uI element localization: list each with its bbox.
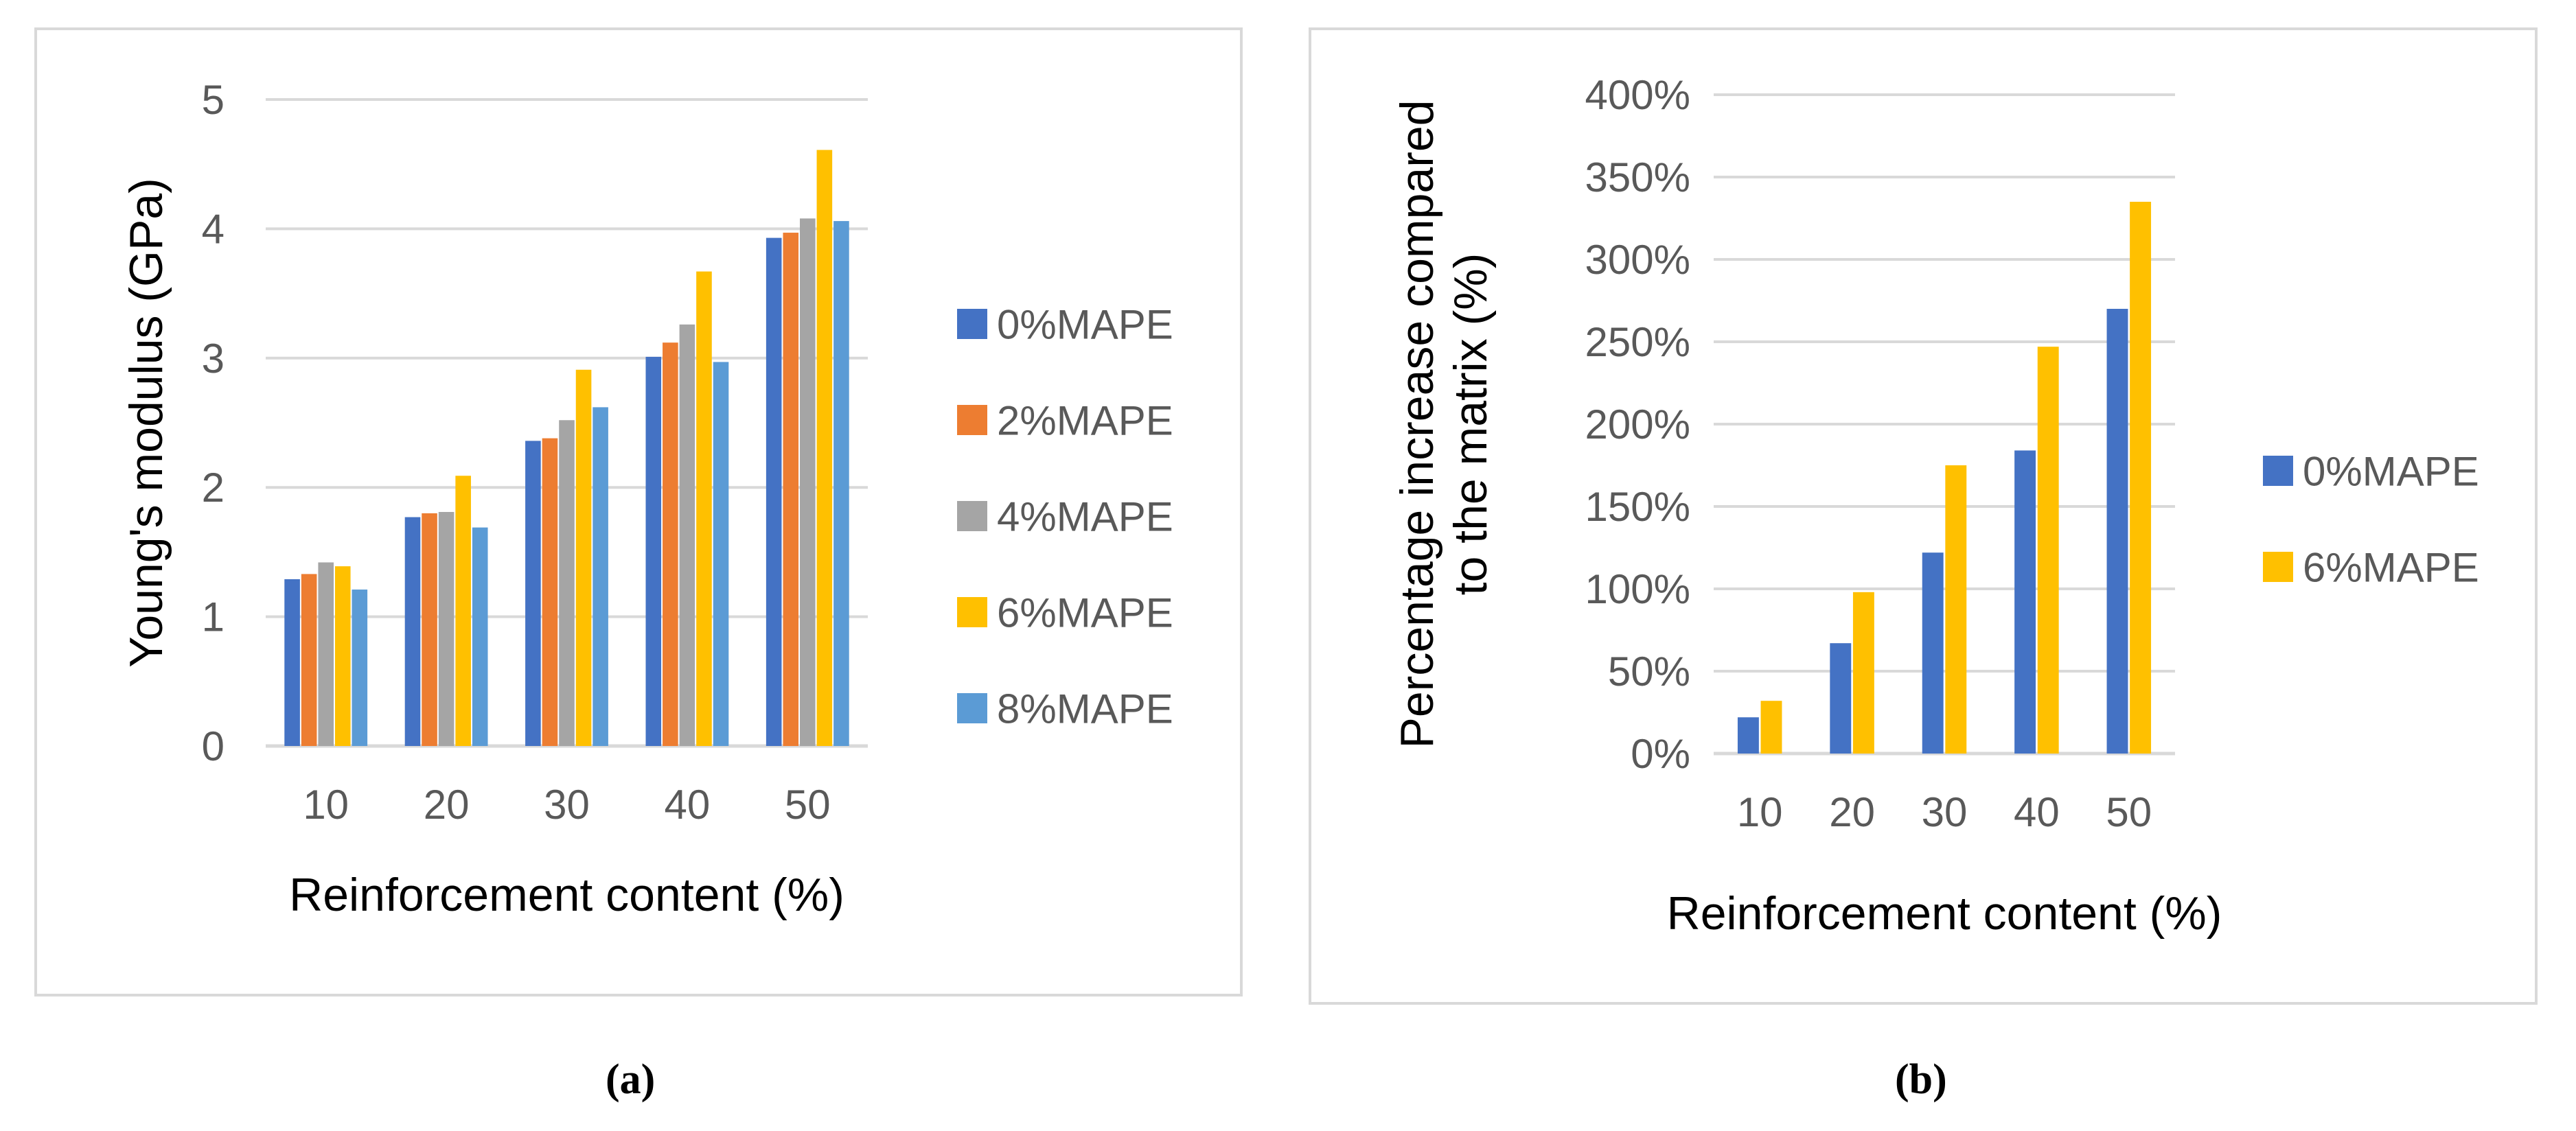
chart-b-bar xyxy=(2106,309,2128,754)
chart-b-yaxis-label: Percentage increase compared xyxy=(1391,100,1443,749)
chart-a-bar xyxy=(766,237,782,746)
chart-a-bar xyxy=(455,476,471,746)
chart-b-legend-swatch xyxy=(2263,552,2293,582)
chart-b-ytick-label: 100% xyxy=(1585,566,1690,612)
chart-a-yaxis-label: Young's modulus (GPa) xyxy=(120,178,172,668)
chart-a-bar xyxy=(575,369,592,746)
chart-a-bar xyxy=(438,511,455,746)
chart-b-xaxis-label: Reinforcement content (%) xyxy=(1667,887,2222,940)
chart-a-legend-label: 6%MAPE xyxy=(997,590,1173,636)
chart-b-bar xyxy=(2130,202,2152,754)
chart-a-bar xyxy=(833,221,849,746)
chart-b-svg: 0% 50% 100% 150% 200% 250% 300% 350% 400% 10 20 30 4… xyxy=(1391,72,2479,940)
chart-b-bar xyxy=(1922,552,1944,754)
chart-a-bar xyxy=(525,441,541,746)
chart-b-bar xyxy=(2014,450,2036,754)
chart-a-ytick-label: 1 xyxy=(202,594,225,640)
chart-a-bar xyxy=(352,590,368,746)
chart-a-bar xyxy=(713,362,729,746)
chart-b-ytick-label: 0% xyxy=(1631,731,1690,777)
caption-b: (b) xyxy=(1895,1056,1947,1103)
chart-b-ytick-label: 250% xyxy=(1585,319,1690,365)
chart-b-ytick-label: 150% xyxy=(1585,484,1690,530)
chart-a-bar xyxy=(559,420,575,746)
chart-a-bar xyxy=(318,562,334,746)
chart-a-xtick-label: 40 xyxy=(665,782,711,828)
chart-a-bar xyxy=(422,513,437,746)
chart-b-bar xyxy=(1852,592,1874,754)
chart-b-bar xyxy=(2037,347,2059,754)
chart-b-xtick-label: 30 xyxy=(1922,789,1968,835)
chart-a-bar xyxy=(334,566,351,746)
chart-a-xtick-label: 50 xyxy=(785,782,831,828)
chart-b-legend-label: 0%MAPE xyxy=(2303,449,2479,495)
chart-b-bar xyxy=(1830,643,1852,754)
chart-a-xaxis-label: Reinforcement content (%) xyxy=(289,869,844,921)
chart-a-ytick-label: 4 xyxy=(202,206,225,252)
chart-a-bar xyxy=(284,579,300,746)
chart-b-bar xyxy=(1737,717,1759,754)
chart-a-legend-swatch xyxy=(957,501,987,531)
chart-b-legend-swatch xyxy=(2263,456,2293,486)
chart-b-xtick-label: 40 xyxy=(2014,789,2060,835)
chart-a-bar xyxy=(816,150,833,746)
chart-b-ytick-label: 300% xyxy=(1585,237,1690,283)
chart-a-bar xyxy=(472,527,488,746)
chart-a-legend-label: 2%MAPE xyxy=(997,398,1173,444)
chart-a-bar xyxy=(542,438,558,746)
chart-b-xtick-label: 50 xyxy=(2106,789,2152,835)
chart-b-bar xyxy=(1945,465,1967,754)
chart-a-legend-label: 4%MAPE xyxy=(997,494,1173,540)
chart-a-xtick-label: 30 xyxy=(544,782,590,828)
chart-a-panel: 0 1 2 3 4 5 10 20 30 40 50 Reinforcement content (%… xyxy=(34,27,1243,996)
chart-b-panel: 0% 50% 100% 150% 200% 250% 300% 350% 400% 10 20 30 4… xyxy=(1309,27,2538,1005)
chart-a-bar xyxy=(645,356,662,746)
chart-b-ytick-label: 350% xyxy=(1585,154,1690,200)
chart-a-legend-swatch xyxy=(957,597,987,627)
chart-a-bar xyxy=(404,517,421,746)
chart-a-bar xyxy=(783,233,799,746)
chart-a-ytick-label: 0 xyxy=(202,723,225,769)
chart-b-bar xyxy=(1760,701,1782,754)
chart-b-xtick-label: 20 xyxy=(1829,789,1875,835)
chart-b-ytick-label: 400% xyxy=(1585,72,1690,118)
chart-b-ytick-label: 50% xyxy=(1608,649,1690,695)
chart-a-bar xyxy=(800,218,816,746)
caption-a: (a) xyxy=(606,1056,656,1103)
chart-a-bar xyxy=(696,271,712,746)
chart-a-xtick-label: 10 xyxy=(303,782,349,828)
chart-a-ytick-label: 3 xyxy=(202,336,225,382)
chart-b-ytick-label: 200% xyxy=(1585,401,1690,447)
chart-b-yaxis-label: to the matrix (%) xyxy=(1445,253,1497,596)
chart-a-bar xyxy=(593,407,608,746)
chart-b-xtick-label: 10 xyxy=(1737,789,1783,835)
chart-b-legend-label: 6%MAPE xyxy=(2303,545,2479,591)
chart-a-ytick-label: 2 xyxy=(202,465,225,511)
chart-a-legend-swatch xyxy=(957,405,987,435)
chart-a-legend-label: 0%MAPE xyxy=(997,302,1173,348)
chart-a-bar xyxy=(679,324,695,746)
chart-a-ytick-label: 5 xyxy=(202,77,225,123)
chart-a-legend-swatch xyxy=(957,693,987,723)
chart-a-svg: 0 1 2 3 4 5 10 20 30 40 50 Reinforcement content (%… xyxy=(120,77,1173,921)
chart-a-xtick-label: 20 xyxy=(424,782,470,828)
chart-a-bar xyxy=(663,342,678,746)
chart-a-legend-swatch xyxy=(957,309,987,339)
chart-a-bar xyxy=(301,574,317,746)
chart-a-legend-label: 8%MAPE xyxy=(997,686,1173,732)
